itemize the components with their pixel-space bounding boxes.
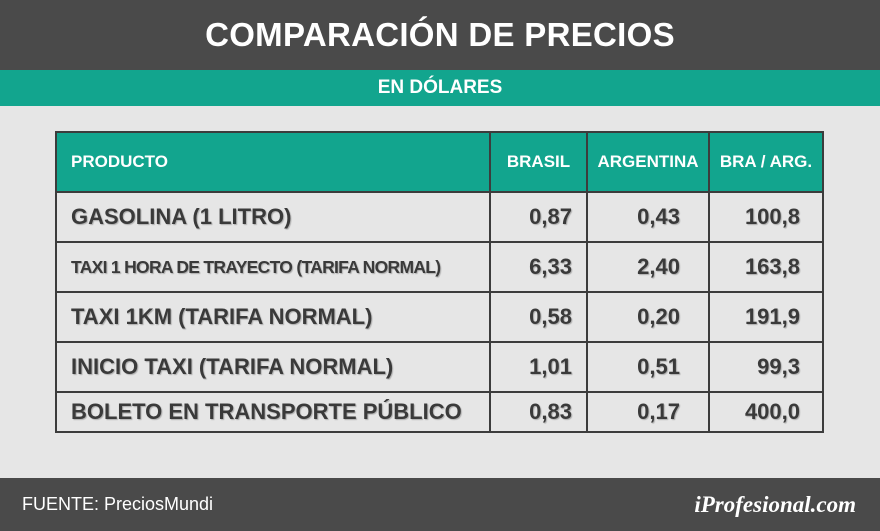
currency-label: EN DÓLARES bbox=[377, 77, 503, 98]
table-header-row: PRODUCTO BRASIL ARGENTINA BRA / ARG. bbox=[57, 133, 822, 191]
cell-producto: TAXI 1 HORA DE TRAYECTO (TARIFA NORMAL) bbox=[71, 256, 441, 277]
table-row: TAXI 1 HORA DE TRAYECTO (TARIFA NORMAL) … bbox=[57, 241, 822, 291]
cell-argentina: 2,40 bbox=[586, 243, 708, 291]
cell-brasil: 0,87 bbox=[489, 193, 586, 241]
column-header-producto: PRODUCTO bbox=[71, 152, 168, 171]
page-title: COMPARACIÓN DE PRECIOS bbox=[205, 16, 675, 53]
source-credit: FUENTE: PreciosMundi bbox=[22, 494, 214, 514]
cell-ratio: 100,8 bbox=[708, 193, 822, 241]
cell-argentina: 0,43 bbox=[586, 193, 708, 241]
column-header-argentina: ARGENTINA bbox=[586, 133, 708, 191]
cell-brasil: 0,83 bbox=[489, 393, 586, 431]
cell-producto: GASOLINA (1 LITRO) bbox=[71, 204, 292, 229]
footer-bar: FUENTE: PreciosMundi iProfesional.com bbox=[0, 478, 880, 531]
table-row: INICIO TAXI (TARIFA NORMAL) 1,01 0,51 99… bbox=[57, 341, 822, 391]
iprofesional-logo: iProfesional.com bbox=[694, 491, 856, 517]
cell-producto: BOLETO EN TRANSPORTE PÚBLICO bbox=[71, 399, 462, 424]
table-row: TAXI 1KM (TARIFA NORMAL) 0,58 0,20 191,9 bbox=[57, 291, 822, 341]
column-header-brasil: BRASIL bbox=[489, 133, 586, 191]
cell-ratio: 163,8 bbox=[708, 243, 822, 291]
cell-ratio: 99,3 bbox=[708, 343, 822, 391]
price-table: PRODUCTO BRASIL ARGENTINA BRA / ARG. GAS… bbox=[55, 131, 824, 433]
cell-brasil: 0,58 bbox=[489, 293, 586, 341]
cell-producto: TAXI 1KM (TARIFA NORMAL) bbox=[71, 304, 373, 329]
cell-argentina: 0,51 bbox=[586, 343, 708, 391]
cell-producto: INICIO TAXI (TARIFA NORMAL) bbox=[71, 354, 394, 379]
table-row: GASOLINA (1 LITRO) 0,87 0,43 100,8 bbox=[57, 191, 822, 241]
cell-argentina: 0,20 bbox=[586, 293, 708, 341]
header-bar: COMPARACIÓN DE PRECIOS bbox=[0, 0, 880, 70]
column-header-ratio: BRA / ARG. bbox=[708, 133, 822, 191]
cell-ratio: 191,9 bbox=[708, 293, 822, 341]
table-row: BOLETO EN TRANSPORTE PÚBLICO 0,83 0,17 4… bbox=[57, 391, 822, 431]
cell-brasil: 6,33 bbox=[489, 243, 586, 291]
cell-brasil: 1,01 bbox=[489, 343, 586, 391]
cell-argentina: 0,17 bbox=[586, 393, 708, 431]
cell-ratio: 400,0 bbox=[708, 393, 822, 431]
subheader-bar: EN DÓLARES bbox=[0, 70, 880, 106]
